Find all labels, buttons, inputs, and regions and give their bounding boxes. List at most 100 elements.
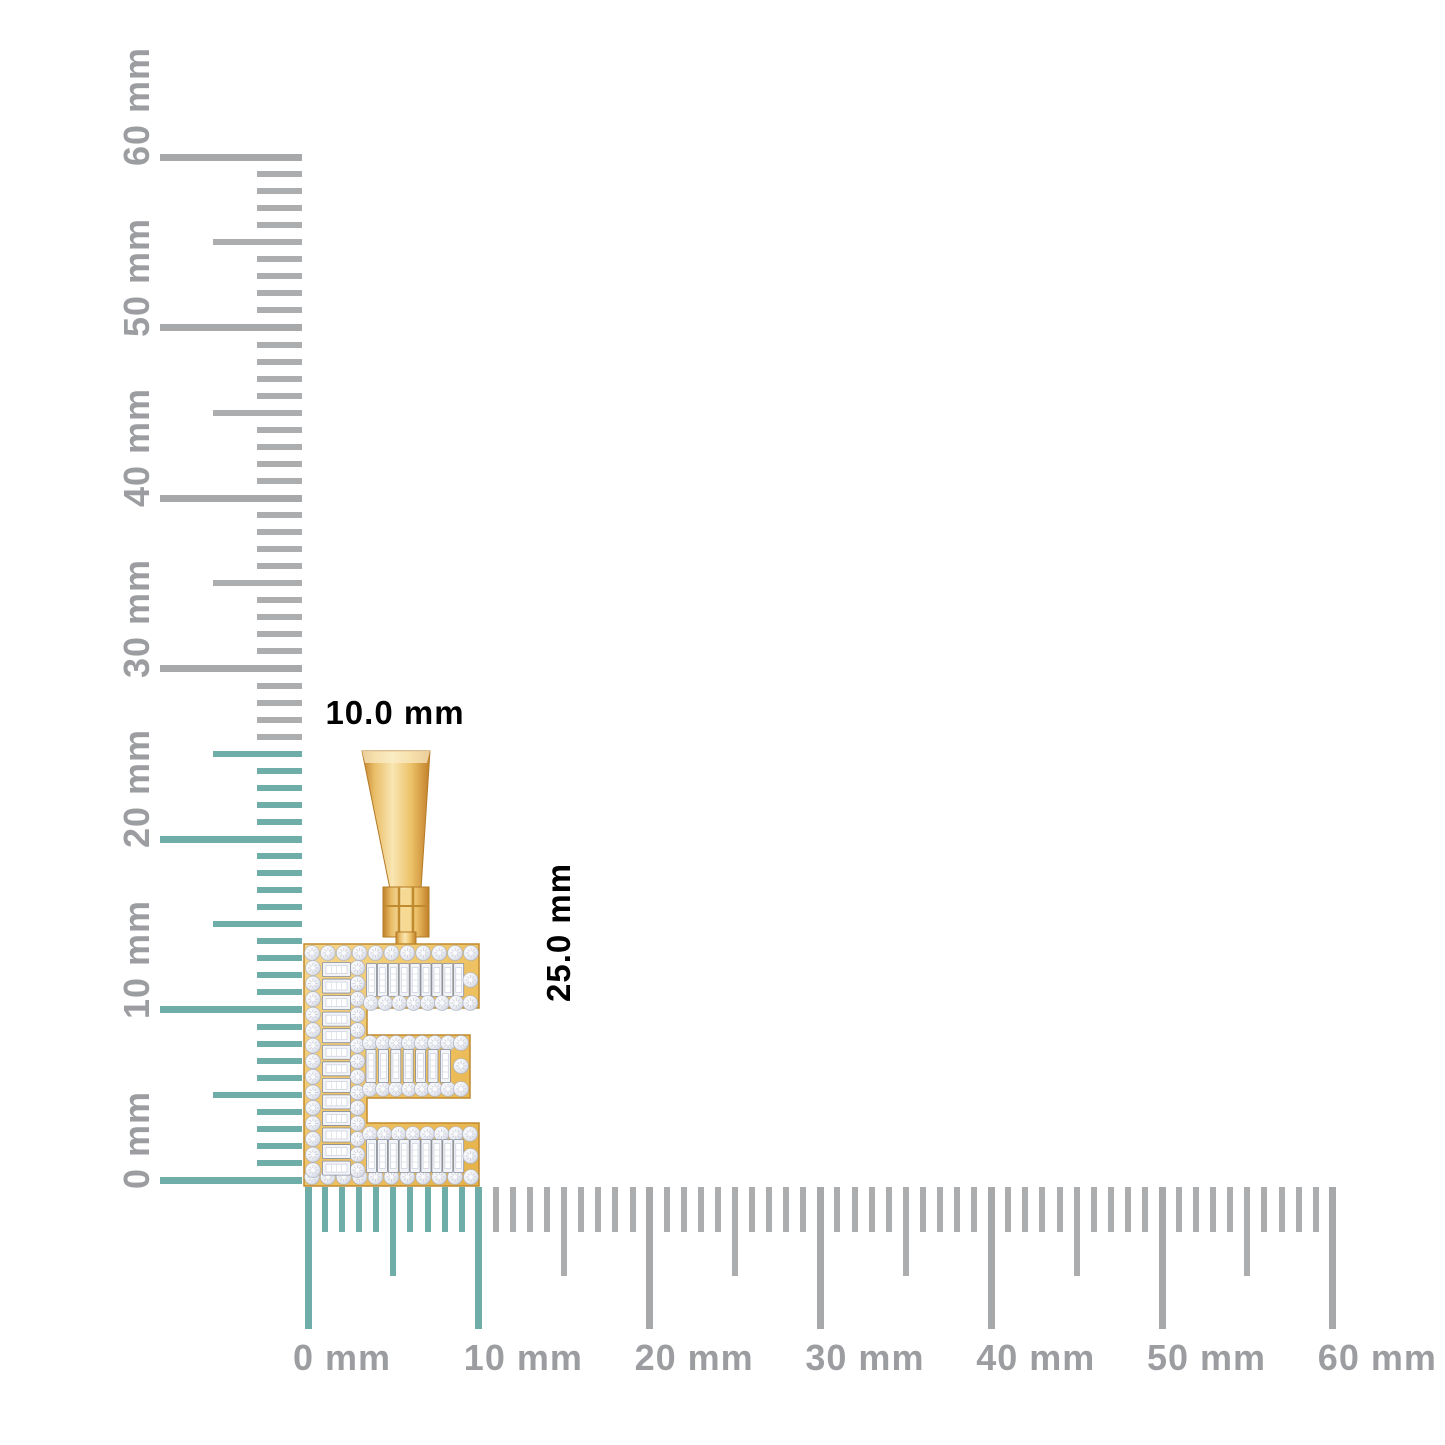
ruler-tick-35mm [902, 1187, 909, 1276]
ruler-tick-1mm [322, 1187, 329, 1232]
ruler-tick-42mm [1022, 1187, 1029, 1232]
ruler-tick-30mm [160, 665, 302, 672]
ruler-tick-30mm [816, 1187, 824, 1329]
ruler-tick-39mm [971, 1187, 978, 1232]
ruler-tick-5mm [390, 1187, 397, 1276]
horizontal-ruler-label-30mm: 30 mm [805, 1337, 925, 1378]
ruler-tick-31mm [834, 1187, 841, 1232]
ruler-tick-14mm [257, 938, 302, 945]
ruler-tick-21mm [257, 818, 302, 825]
ruler-tick-55mm [1244, 1187, 1251, 1276]
ruler-tick-25mm [732, 1187, 738, 1276]
ruler-tick-45mm [213, 409, 302, 416]
ruler-tick-17mm [257, 887, 302, 894]
ruler-tick-42mm [257, 460, 302, 467]
ruler-tick-12mm [257, 972, 302, 979]
ruler-tick-44mm [257, 426, 302, 433]
ruler-tick-46mm [257, 392, 302, 399]
ruler-tick-57mm [1278, 1187, 1285, 1232]
ruler-tick-28mm [257, 699, 302, 706]
vertical-ruler-label-20mm: 20 mm [116, 728, 157, 848]
ruler-tick-36mm [257, 563, 302, 570]
ruler-tick-24mm [714, 1187, 721, 1232]
ruler-tick-51mm [1176, 1187, 1183, 1232]
ruler-tick-56mm [257, 222, 302, 229]
ruler-tick-18mm [612, 1187, 619, 1232]
ruler-tick-26mm [749, 1187, 756, 1232]
ruler-tick-10mm [475, 1187, 483, 1329]
pendant-bail [361, 750, 431, 947]
vertical-ruler-label-40mm: 40 mm [116, 387, 157, 507]
ruler-tick-40mm [160, 494, 302, 502]
ruler-tick-45mm [1073, 1187, 1080, 1276]
ruler-tick-19mm [629, 1187, 636, 1232]
ruler-tick-60mm [160, 153, 302, 161]
ruler-tick-37mm [257, 546, 302, 553]
ruler-tick-14mm [544, 1187, 551, 1232]
ruler-tick-13mm [257, 955, 302, 962]
ruler-tick-44mm [1056, 1187, 1063, 1232]
vertical-ruler-label-10mm: 10 mm [116, 899, 157, 1019]
ruler-tick-7mm [257, 1057, 302, 1064]
ruler-tick-20mm [160, 835, 302, 843]
ruler-tick-2mm [257, 1142, 302, 1149]
ruler-tick-52mm [257, 290, 302, 297]
ruler-tick-11mm [492, 1187, 499, 1232]
ruler-tick-48mm [1124, 1187, 1131, 1232]
ruler-tick-57mm [257, 205, 302, 212]
ruler-tick-43mm [1039, 1187, 1046, 1232]
ruler-tick-47mm [1107, 1187, 1114, 1232]
ruler-tick-25mm [213, 750, 302, 757]
ruler-tick-56mm [1261, 1187, 1268, 1232]
ruler-tick-27mm [257, 716, 302, 723]
ruler-tick-0mm [160, 1176, 302, 1184]
ruler-tick-33mm [868, 1187, 875, 1232]
vertical-ruler-label-0mm: 0 mm [116, 1090, 157, 1189]
ruler-tick-13mm [527, 1187, 534, 1232]
ruler-tick-49mm [257, 341, 302, 348]
ruler-tick-3mm [257, 1125, 302, 1132]
ruler-tick-32mm [851, 1187, 858, 1232]
ruler-tick-43mm [257, 443, 302, 450]
ruler-tick-16mm [257, 904, 302, 911]
ruler-tick-38mm [257, 529, 302, 536]
ruler-tick-4mm [257, 1108, 302, 1115]
horizontal-ruler-label-0mm: 0 mm [293, 1337, 392, 1378]
ruler-tick-49mm [1141, 1187, 1148, 1232]
ruler-tick-19mm [257, 853, 302, 860]
ruler-tick-18mm [257, 870, 302, 877]
ruler-tick-50mm [160, 324, 302, 331]
vertical-ruler-label-60mm: 60 mm [116, 46, 157, 166]
ruler-tick-41mm [257, 477, 302, 484]
ruler-tick-22mm [680, 1187, 687, 1232]
horizontal-ruler-label-10mm: 10 mm [463, 1337, 583, 1378]
ruler-tick-54mm [1227, 1187, 1234, 1232]
ruler-tick-8mm [257, 1040, 302, 1047]
ruler-tick-22mm [257, 801, 302, 808]
ruler-tick-31mm [257, 648, 302, 655]
ruler-tick-9mm [458, 1187, 465, 1232]
ruler-tick-10mm [160, 1006, 302, 1013]
horizontal-ruler-label-50mm: 50 mm [1147, 1337, 1267, 1378]
ruler-tick-12mm [509, 1187, 516, 1232]
ruler-tick-23mm [697, 1187, 704, 1232]
ruler-tick-29mm [800, 1187, 807, 1232]
ruler-tick-60mm [1329, 1187, 1337, 1329]
ruler-tick-58mm [1295, 1187, 1302, 1232]
ruler-tick-20mm [646, 1187, 654, 1329]
ruler-tick-55mm [213, 239, 302, 246]
ruler-tick-24mm [257, 767, 302, 774]
ruler-tick-3mm [356, 1187, 363, 1232]
ruler-tick-15mm [213, 921, 302, 928]
ruler-tick-15mm [561, 1187, 568, 1276]
ruler-tick-4mm [373, 1187, 380, 1232]
ruler-tick-9mm [257, 1023, 302, 1030]
pendant-width-label: 10.0 mm [325, 694, 465, 731]
pendant-letter-e [303, 943, 480, 1187]
ruler-tick-32mm [257, 631, 302, 638]
ruler-tick-26mm [257, 733, 302, 740]
ruler-tick-38mm [954, 1187, 961, 1232]
ruler-tick-27mm [766, 1187, 773, 1232]
vertical-ruler-label-30mm: 30 mm [116, 558, 157, 678]
